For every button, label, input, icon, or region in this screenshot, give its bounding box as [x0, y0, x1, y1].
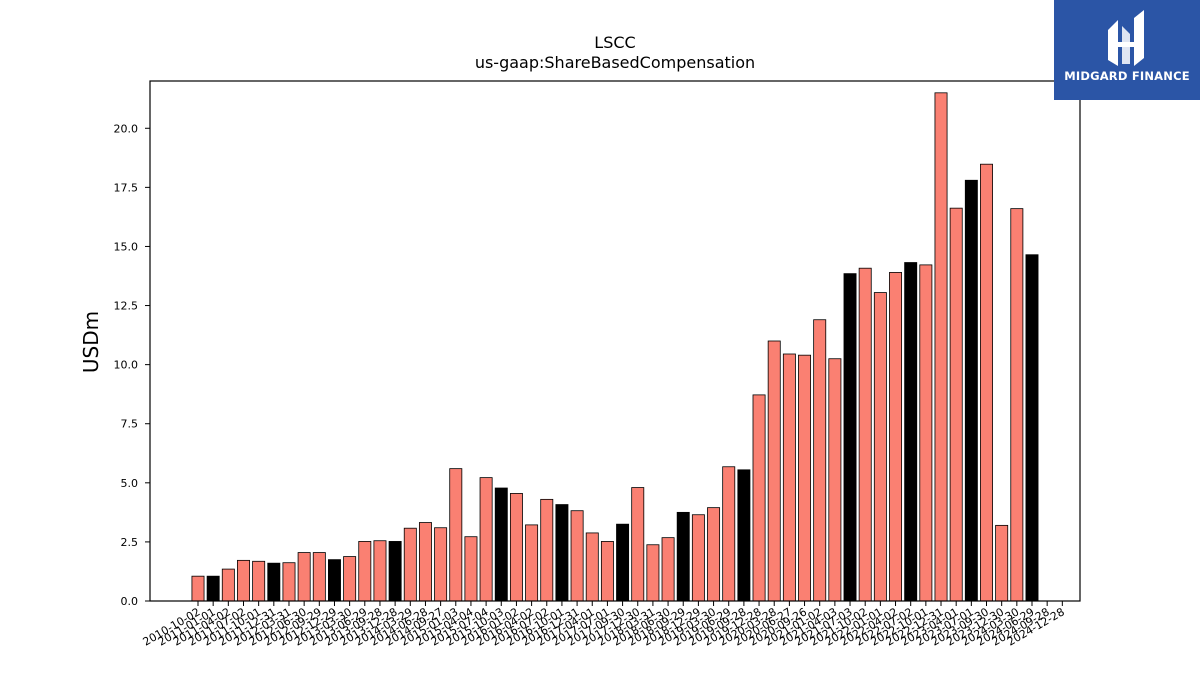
bar-2023-04-01 — [949, 207, 963, 602]
bar-2012-06-30 — [297, 552, 311, 602]
bar-2014-09-27 — [434, 527, 448, 602]
bar-2018-03-31 — [646, 544, 660, 602]
bar-2015-10-03 — [494, 487, 508, 602]
bar-2024-03-30 — [1010, 208, 1024, 602]
bar-2018-06-30 — [661, 537, 675, 602]
bar-2017-09-30 — [616, 523, 630, 602]
bar-2020-06-27 — [782, 353, 796, 602]
chart-title: LSCC — [594, 33, 635, 52]
brand-name: MIDGARD FINANCE — [1064, 69, 1190, 83]
bar-2016-12-31 — [570, 510, 584, 602]
bar-2016-01-02 — [509, 493, 523, 602]
x-axis: 2010-10-022011-01-012011-04-022011-07-02… — [141, 601, 1067, 649]
bar-2014-03-29 — [403, 527, 417, 602]
bar-2019-09-28 — [737, 469, 751, 602]
bar-2019-06-29 — [722, 466, 736, 602]
bar-2022-12-31 — [934, 92, 948, 602]
bar-2013-06-29 — [358, 541, 372, 602]
bar-2021-04-03 — [828, 358, 842, 602]
bar-2021-07-03 — [843, 273, 857, 602]
y-axis-label: USDm — [79, 311, 103, 373]
chart-subtitle: us-gaap:ShareBasedCompensation — [475, 53, 755, 72]
bar-2013-03-30 — [343, 556, 357, 602]
bar-2011-10-01 — [252, 560, 266, 602]
bar-2013-12-28 — [388, 541, 402, 602]
bar-2022-04-02 — [889, 272, 902, 602]
bar-2018-12-29 — [691, 514, 705, 602]
bar-2022-01-01 — [873, 292, 887, 602]
bar-2012-09-29 — [312, 552, 326, 602]
bar-2015-04-04 — [464, 536, 478, 602]
bar-2017-07-01 — [600, 541, 614, 602]
bar-2024-06-29 — [1025, 254, 1039, 602]
bar-2022-10-01 — [919, 264, 933, 602]
bar-2018-09-29 — [676, 511, 690, 602]
bar-2020-03-28 — [767, 340, 781, 602]
plot-frame — [149, 80, 1081, 602]
y-tick-label: 0.0 — [121, 595, 139, 608]
bar-2020-09-26 — [798, 354, 812, 602]
y-tick-label: 5.0 — [121, 477, 139, 490]
bar-2022-07-02 — [904, 262, 918, 602]
y-tick-label: 17.5 — [114, 181, 139, 194]
y-tick-label: 2.5 — [121, 536, 139, 549]
bar-2011-01-01 — [206, 575, 220, 602]
bar-2010-10-02 — [191, 575, 205, 602]
y-tick-label: 10.0 — [114, 359, 139, 372]
y-tick-label: 15.0 — [114, 240, 139, 253]
bar-2017-04-01 — [585, 532, 599, 602]
midgard-logo-icon — [1108, 10, 1144, 66]
bar-2021-01-02 — [813, 319, 827, 602]
bar-2023-07-01 — [964, 179, 978, 602]
bar-2011-04-02 — [221, 568, 235, 602]
bars-group — [191, 92, 1039, 602]
bar-2015-01-03 — [449, 468, 463, 602]
bar-2023-12-30 — [995, 524, 1009, 602]
y-tick-label: 20.0 — [114, 122, 139, 135]
y-tick-label: 7.5 — [121, 418, 139, 431]
bar-2011-12-31 — [267, 562, 281, 602]
bar-2016-10-01 — [555, 504, 569, 602]
bar-2017-12-30 — [631, 487, 645, 602]
bar-2019-03-30 — [707, 507, 721, 602]
bar-2016-04-02 — [525, 524, 539, 602]
midgard-finance-logo: MIDGARD FINANCE — [1054, 0, 1200, 100]
bar-2012-03-31 — [282, 562, 296, 602]
bar-2016-07-02 — [540, 498, 554, 602]
bar-2012-12-29 — [328, 559, 341, 602]
bar-2015-07-04 — [479, 477, 493, 602]
bar-2011-07-02 — [237, 559, 250, 602]
bar-2014-06-28 — [418, 522, 432, 602]
y-axis: 0.0 2.5 5.0 7.5 10.0 12.5 15.0 17.5 20.0 — [114, 122, 150, 608]
y-tick-label: 12.5 — [114, 300, 139, 313]
bar-2023-09-30 — [980, 163, 993, 602]
bar-2021-10-02 — [858, 267, 872, 602]
bar-2019-12-28 — [752, 394, 766, 602]
bar-2013-09-28 — [373, 540, 387, 602]
